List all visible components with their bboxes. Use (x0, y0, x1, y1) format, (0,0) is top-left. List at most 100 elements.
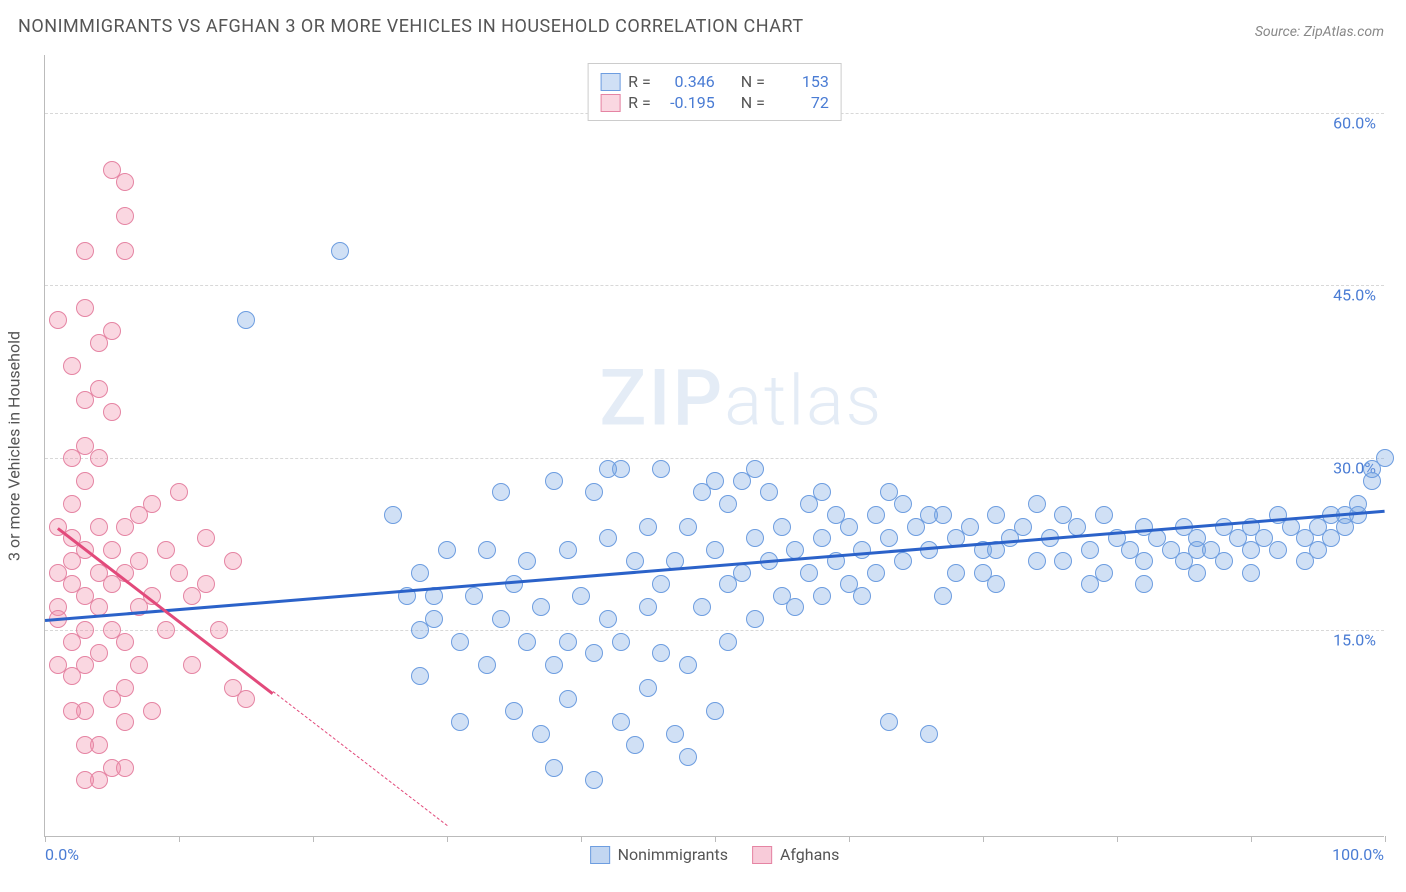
data-point (49, 656, 67, 674)
data-point (894, 552, 912, 570)
data-point (49, 311, 67, 329)
x-tick (1251, 836, 1252, 842)
data-point (505, 575, 523, 593)
data-point (760, 483, 778, 501)
scatter-plot-area: ZIPatlas 15.0%30.0%45.0%60.0%0.0%100.0%R… (44, 55, 1384, 837)
data-point (679, 656, 697, 674)
data-point (63, 357, 81, 375)
data-point (116, 242, 134, 260)
data-point (1081, 575, 1099, 593)
chart-title: NONIMMIGRANTS VS AFGHAN 3 OR MORE VEHICL… (18, 16, 804, 37)
data-point (599, 529, 617, 547)
data-point (1349, 506, 1367, 524)
data-point (63, 449, 81, 467)
data-point (532, 725, 550, 743)
data-point (920, 506, 938, 524)
data-point (1028, 552, 1046, 570)
data-point (800, 564, 818, 582)
data-point (813, 529, 831, 547)
data-point (612, 633, 630, 651)
data-point (1135, 575, 1153, 593)
x-tick (313, 836, 314, 842)
data-point (411, 564, 429, 582)
data-point (1081, 541, 1099, 559)
data-point (237, 690, 255, 708)
data-point (63, 702, 81, 720)
series-swatch (600, 94, 620, 112)
data-point (693, 598, 711, 616)
data-point (451, 633, 469, 651)
data-point (1269, 541, 1287, 559)
data-point (103, 403, 121, 421)
data-point (706, 702, 724, 720)
data-point (545, 759, 563, 777)
x-tick (45, 836, 46, 842)
data-point (90, 644, 108, 662)
data-point (478, 656, 496, 674)
data-point (585, 483, 603, 501)
data-point (143, 495, 161, 513)
data-point (853, 587, 871, 605)
data-point (746, 529, 764, 547)
data-point (880, 713, 898, 731)
x-tick (1385, 836, 1386, 842)
data-point (626, 552, 644, 570)
data-point (438, 541, 456, 559)
data-point (237, 311, 255, 329)
data-point (813, 587, 831, 605)
x-tick (849, 836, 850, 842)
data-point (880, 483, 898, 501)
y-tick-label: 45.0% (1333, 286, 1376, 305)
data-point (197, 575, 215, 593)
series-swatch (600, 73, 620, 91)
data-point (1215, 552, 1233, 570)
data-point (116, 173, 134, 191)
data-point (505, 702, 523, 720)
data-point (90, 449, 108, 467)
data-point (813, 483, 831, 501)
data-point (492, 610, 510, 628)
data-point (210, 621, 228, 639)
data-point (974, 564, 992, 582)
y-tick-label: 15.0% (1333, 631, 1376, 650)
data-point (880, 529, 898, 547)
data-point (331, 242, 349, 260)
data-point (103, 541, 121, 559)
data-point (183, 656, 201, 674)
data-point (1068, 518, 1086, 536)
data-point (451, 713, 469, 731)
data-point (652, 460, 670, 478)
data-point (545, 472, 563, 490)
x-min-label: 0.0% (45, 845, 79, 864)
data-point (478, 541, 496, 559)
data-point (90, 518, 108, 536)
data-point (679, 518, 697, 536)
data-point (130, 552, 148, 570)
data-point (545, 656, 563, 674)
data-point (599, 460, 617, 478)
legend-label: Nonimmigrants (618, 845, 728, 864)
data-point (411, 667, 429, 685)
data-point (518, 552, 536, 570)
x-tick (983, 836, 984, 842)
data-point (1054, 552, 1072, 570)
legend-item: Nonimmigrants (590, 845, 728, 864)
gridline (45, 285, 1384, 286)
data-point (961, 518, 979, 536)
y-axis-label: 3 or more Vehicles in Household (5, 331, 24, 561)
data-point (773, 518, 791, 536)
data-point (639, 518, 657, 536)
data-point (76, 242, 94, 260)
data-point (639, 679, 657, 697)
data-point (1242, 564, 1260, 582)
data-point (719, 633, 737, 651)
data-point (76, 299, 94, 317)
data-point (425, 610, 443, 628)
data-point (706, 472, 724, 490)
data-point (130, 656, 148, 674)
data-point (853, 541, 871, 559)
data-point (786, 541, 804, 559)
data-point (840, 518, 858, 536)
data-point (719, 495, 737, 513)
x-tick (179, 836, 180, 842)
